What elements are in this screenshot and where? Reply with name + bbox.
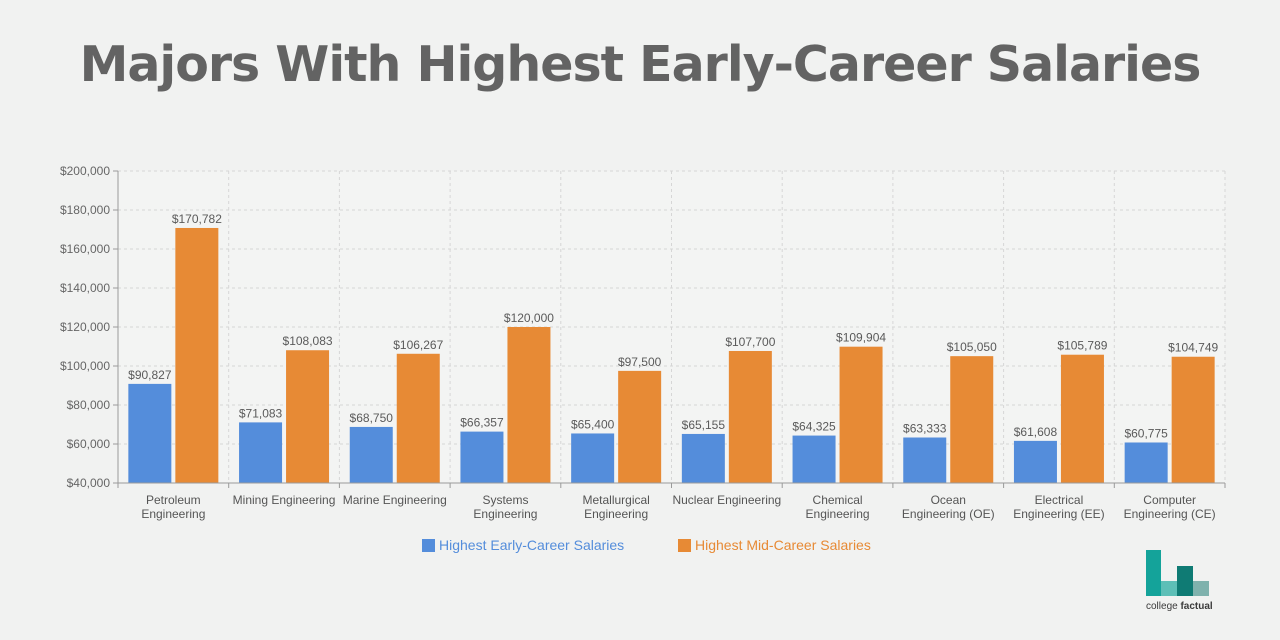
y-tick-label: $60,000 — [67, 437, 111, 451]
data-labels: $90,827 $170,782 $71,083 $108,083 $68,750 $10… — [128, 212, 1218, 441]
bar-value-label: $105,050 — [947, 340, 997, 354]
x-tick-label: Systems Engineering — [473, 493, 537, 521]
bar-value-label: $108,083 — [283, 334, 333, 348]
bar-mid-career[interactable] — [839, 346, 883, 483]
legend: Highest Early-Career Salaries Highest Mi… — [0, 537, 1280, 557]
college-factual-logo: college factual — [1140, 548, 1220, 618]
bar-early-career[interactable] — [1013, 440, 1057, 483]
legend-swatch-mid-career — [678, 538, 691, 552]
y-tick-label: $80,000 — [67, 398, 111, 412]
bar-early-career[interactable] — [681, 433, 725, 483]
bar-value-label: $120,000 — [504, 311, 554, 325]
bars — [128, 227, 1215, 483]
y-axis: $40,000 $60,000 $80,000 $100,000 $120,000 $14… — [60, 164, 119, 490]
bar-early-career[interactable] — [349, 426, 393, 483]
x-tick-label: Nuclear Engineering — [672, 493, 781, 507]
y-tick-label: $160,000 — [60, 242, 110, 256]
bar-early-career[interactable] — [239, 422, 283, 483]
x-tick-label: Marine Engineering — [343, 493, 447, 507]
bar-mid-career[interactable] — [507, 327, 551, 483]
bar-mid-career[interactable] — [728, 350, 772, 483]
chart-title: Majors With Highest Early-Career Salarie… — [79, 36, 1202, 93]
bar-early-career[interactable] — [128, 383, 172, 483]
bar-mid-career[interactable] — [396, 353, 440, 483]
bar-value-label: $71,083 — [239, 406, 283, 420]
bar-value-label: $61,608 — [1014, 425, 1058, 439]
bar-mid-career[interactable] — [175, 227, 219, 483]
bar-early-career[interactable] — [571, 433, 615, 483]
bar-mid-career[interactable] — [950, 356, 994, 483]
x-tick-label: Computer Engineering (CE) — [1124, 493, 1216, 521]
bar-value-label: $66,357 — [460, 416, 504, 430]
x-tick-label: Ocean Engineering (OE) — [902, 493, 995, 521]
bar-value-label: $109,904 — [836, 331, 886, 345]
y-tick-label: $40,000 — [67, 476, 111, 490]
bar-early-career[interactable] — [460, 431, 504, 483]
bar-value-label: $106,267 — [393, 338, 443, 352]
bar-value-label: $97,500 — [618, 355, 662, 369]
bar-mid-career[interactable] — [1171, 356, 1215, 483]
y-tick-label: $100,000 — [60, 359, 110, 373]
bar-value-label: $105,789 — [1057, 339, 1107, 353]
legend-label-mid-career: Highest Mid-Career Salaries — [695, 537, 871, 553]
bar-value-label: $104,749 — [1168, 341, 1218, 355]
legend-swatch-early-career — [422, 538, 435, 552]
bar-mid-career[interactable] — [618, 370, 662, 483]
y-tick-label: $120,000 — [60, 320, 110, 334]
logo-text: college factual — [1146, 601, 1213, 612]
logo-bar-icon — [1146, 550, 1161, 596]
bar-value-label: $90,827 — [128, 368, 172, 382]
grid-lines — [118, 170, 1226, 483]
bar-early-career[interactable] — [903, 437, 947, 483]
legend-item-mid-career[interactable]: Highest Mid-Career Salaries — [678, 537, 871, 553]
x-tick-label: Electrical Engineering (EE) — [1013, 493, 1104, 521]
logo-bar-icon — [1161, 581, 1177, 596]
y-tick-label: $180,000 — [60, 203, 110, 217]
bar-value-label: $65,155 — [682, 418, 726, 432]
bar-early-career[interactable] — [1124, 442, 1168, 483]
bar-value-label: $60,775 — [1124, 426, 1168, 440]
bar-value-label: $107,700 — [725, 335, 775, 349]
x-tick-label: Metallurgical Engineering — [582, 493, 649, 521]
legend-label-early-career: Highest Early-Career Salaries — [439, 537, 625, 553]
bar-early-career[interactable] — [792, 435, 836, 483]
x-tick-label: Mining Engineering — [233, 493, 336, 507]
legend-item-early-career[interactable]: Highest Early-Career Salaries — [422, 537, 624, 553]
bar-value-label: $64,325 — [792, 420, 836, 434]
y-tick-label: $200,000 — [60, 164, 110, 178]
bar-value-label: $68,750 — [350, 411, 394, 425]
bar-value-label: $65,400 — [571, 417, 615, 431]
bar-value-label: $170,782 — [172, 212, 222, 226]
logo-bar-icon — [1193, 581, 1209, 596]
logo-bar-icon — [1177, 566, 1193, 596]
y-tick-label: $140,000 — [60, 281, 110, 295]
bar-mid-career[interactable] — [286, 350, 330, 483]
bar-mid-career[interactable] — [1060, 354, 1104, 483]
bar-value-label: $63,333 — [903, 422, 947, 436]
x-axis: Petroleum Engineering Mining Engineering Ma… — [117, 482, 1226, 521]
x-tick-label: Chemical Engineering — [806, 493, 870, 521]
x-tick-label: Petroleum Engineering — [141, 493, 205, 521]
